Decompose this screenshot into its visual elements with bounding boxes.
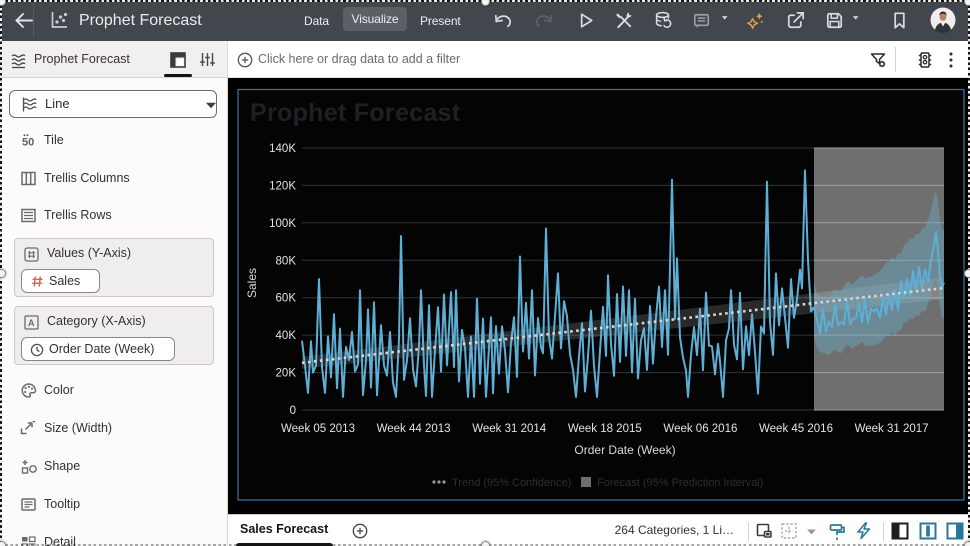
svg-text:Week 05 2013: Week 05 2013 <box>281 423 355 435</box>
svg-text:Trend (95% Confidence): Trend (95% Confidence) <box>452 477 571 489</box>
svg-text:Week 06 2016: Week 06 2016 <box>663 423 737 435</box>
svg-text:100K: 100K <box>269 218 296 230</box>
svg-text:20K: 20K <box>276 368 297 380</box>
svg-text:Prophet Forecast: Prophet Forecast <box>250 99 461 127</box>
svg-text:A: A <box>28 318 35 328</box>
svg-text:Week 31 2014: Week 31 2014 <box>472 423 547 435</box>
svg-text:Week 31 2017: Week 31 2017 <box>855 423 929 435</box>
svg-text:0: 0 <box>290 405 296 417</box>
svg-text:Forecast (95% Prediction Inter: Forecast (95% Prediction Interval) <box>597 477 763 489</box>
svg-text:Week 18 2015: Week 18 2015 <box>568 423 642 435</box>
svg-text:Week 44 2013: Week 44 2013 <box>377 423 451 435</box>
svg-text:80K: 80K <box>276 255 297 267</box>
svg-text:140K: 140K <box>269 143 296 155</box>
svg-text:Week 45 2016: Week 45 2016 <box>759 423 833 435</box>
svg-text:60K: 60K <box>276 293 297 305</box>
svg-text:Order Date (Week): Order Date (Week) <box>574 443 675 457</box>
svg-text:40K: 40K <box>276 330 297 342</box>
svg-text:Sales: Sales <box>245 268 259 298</box>
svg-text:50: 50 <box>22 136 34 148</box>
svg-text:120K: 120K <box>269 180 296 192</box>
